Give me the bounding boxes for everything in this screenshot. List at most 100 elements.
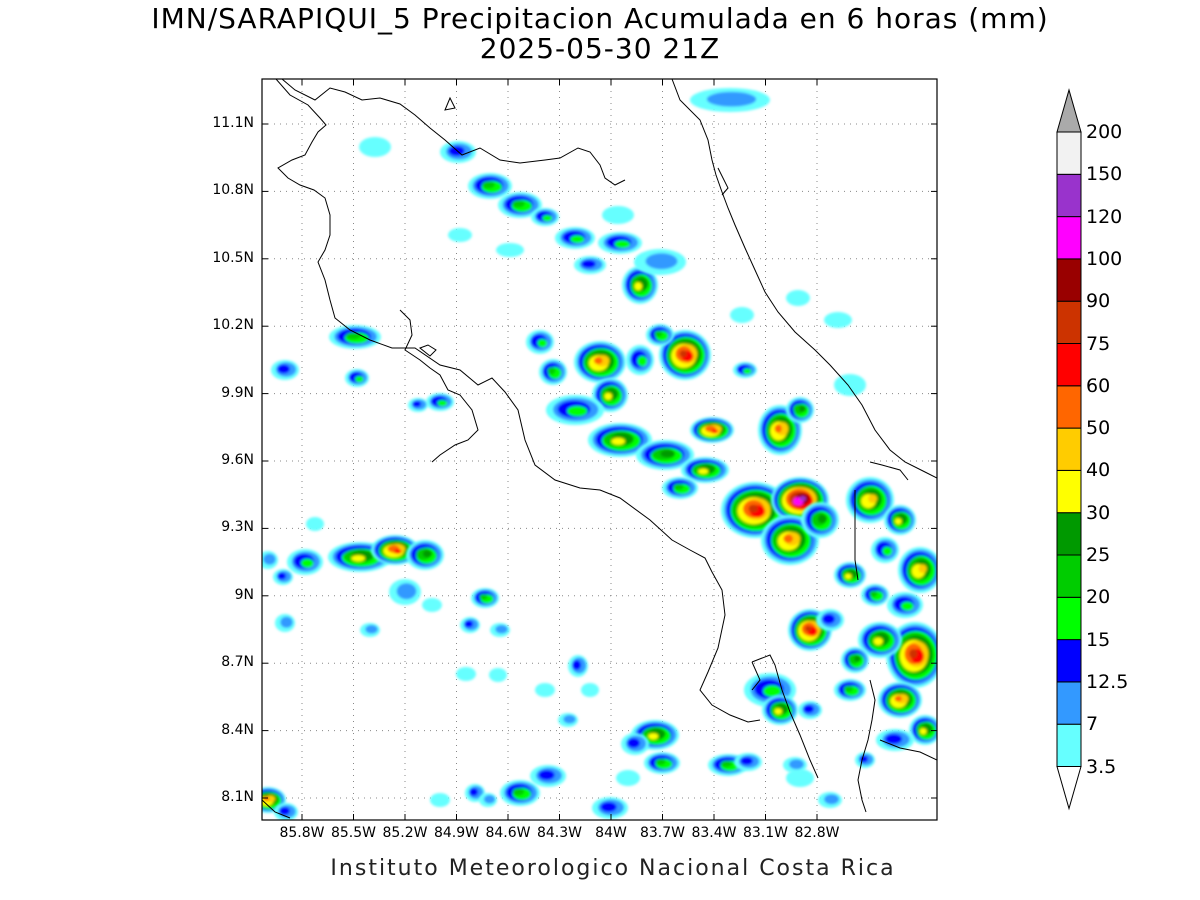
- colorbar-level-label: 150: [1086, 163, 1123, 186]
- institution-credit: Instituto Meteorologico Nacional Costa R…: [330, 856, 896, 881]
- precip-cell: [861, 584, 889, 606]
- precip-cell: [530, 765, 566, 787]
- colorbar-swatch: [1056, 469, 1082, 514]
- lon-label: 83.7W: [639, 825, 685, 841]
- precip-cell: [275, 614, 295, 632]
- precip-cell: [886, 622, 937, 688]
- lat-label: 10.5N: [212, 249, 254, 266]
- precip-cell: [496, 243, 524, 257]
- axis-ticks: [262, 79, 937, 820]
- precip-cell: [644, 752, 680, 774]
- precip-cell: [306, 517, 324, 531]
- precip-cell: [598, 232, 642, 254]
- precip-cell: [876, 729, 914, 751]
- precip-cell: [273, 569, 293, 585]
- precip-cell: [801, 502, 839, 538]
- colorbar-level-label: 25: [1086, 544, 1111, 566]
- coastline-borders: [262, 79, 937, 819]
- precip-cell: [858, 622, 902, 658]
- lon-label: 83.4W: [691, 825, 737, 841]
- precip-cell: [535, 683, 555, 697]
- precip-cell: [262, 551, 278, 569]
- colorbar-swatch: [1056, 258, 1082, 302]
- colorbar-level-label: 15: [1086, 628, 1111, 651]
- lon-label: 85.2W: [382, 825, 428, 841]
- colorbar-level-label: 60: [1086, 374, 1111, 397]
- colorbar-level-label: 30: [1086, 501, 1111, 524]
- precip-cell: [489, 668, 507, 682]
- colorbar-level-label: 50: [1086, 417, 1111, 440]
- lat-label: 11.1N: [212, 115, 254, 131]
- colorbar-swatch: [1056, 173, 1082, 218]
- precip-cell: [588, 423, 652, 457]
- precip-cell: [581, 683, 599, 697]
- precip-cell: [636, 440, 694, 470]
- colorbar-level-label: 20: [1086, 586, 1111, 609]
- precip-cell: [887, 592, 923, 618]
- precip-cell: [786, 769, 814, 787]
- precip-cell: [730, 307, 754, 323]
- precipitation-field: [262, 88, 937, 820]
- precip-cell: [798, 701, 822, 719]
- precip-cell: [634, 249, 686, 275]
- precip-cell: [329, 325, 381, 349]
- precip-cell: [662, 477, 698, 499]
- precip-cell: [834, 374, 866, 396]
- precip-cell: [406, 540, 444, 570]
- precip-cell: [616, 770, 640, 786]
- precip-cell: [762, 695, 798, 725]
- precip-cell: [834, 679, 866, 701]
- lon-label: 85.8W: [279, 825, 325, 841]
- precip-cell: [479, 793, 497, 807]
- precip-cell: [621, 733, 649, 755]
- precip-cell: [430, 793, 450, 807]
- colorbar-swatch: [1056, 681, 1082, 725]
- precip-cell: [690, 88, 770, 112]
- colorbar-level-label: 7: [1086, 713, 1099, 736]
- precip-cell: [539, 359, 567, 385]
- precip-cell: [408, 398, 428, 412]
- lon-label: 85.5W: [330, 825, 376, 841]
- precip-cell: [786, 290, 810, 306]
- colorbar-swatch: [1056, 639, 1082, 683]
- colorbar-level-label: 100: [1086, 247, 1123, 270]
- lat-label: 9.3N: [221, 519, 254, 536]
- precip-cell: [681, 457, 729, 483]
- map-title: IMN/SARAPIQUI_5 Precipitacion Acumulada …: [151, 2, 1049, 35]
- lat-label: 9N: [234, 586, 254, 603]
- precip-cell: [690, 417, 734, 443]
- precip-cell: [626, 345, 654, 375]
- precip-cell: [733, 362, 757, 378]
- precip-cell: [526, 330, 554, 354]
- colorbar-swatch: [1056, 596, 1082, 641]
- precip-cell: [878, 682, 922, 718]
- precip-cell: [574, 341, 626, 383]
- lat-label: 10.8N: [212, 182, 254, 199]
- lon-label: 83.1W: [742, 825, 788, 841]
- precip-cell: [761, 515, 819, 565]
- lat-label: 8.4N: [221, 721, 254, 738]
- colorbar-swatch: [1056, 216, 1082, 260]
- precip-cell: [471, 588, 499, 608]
- precip-cell: [824, 312, 852, 328]
- lat-label: 8.1N: [221, 789, 254, 805]
- precip-cell: [898, 547, 937, 593]
- precip-cell: [546, 395, 604, 425]
- precip-cell: [345, 369, 369, 387]
- precip-cell: [500, 780, 540, 806]
- precip-cell: [574, 256, 606, 274]
- precip-cell: [846, 477, 894, 523]
- precip-cell: [818, 792, 842, 808]
- precip-cell: [359, 137, 391, 157]
- precip-cell: [871, 537, 899, 563]
- precip-cell: [786, 397, 814, 423]
- precip-cell: [271, 360, 299, 380]
- colorbar-swatch: [1056, 427, 1082, 471]
- colorbar-level-label: 12.5: [1086, 670, 1129, 693]
- colorbar-low-arrow: [1056, 766, 1082, 811]
- lat-label: 9.6N: [221, 452, 254, 468]
- precip-cell: [555, 227, 595, 249]
- precip-cell: [490, 623, 510, 637]
- precip-cell: [448, 228, 472, 242]
